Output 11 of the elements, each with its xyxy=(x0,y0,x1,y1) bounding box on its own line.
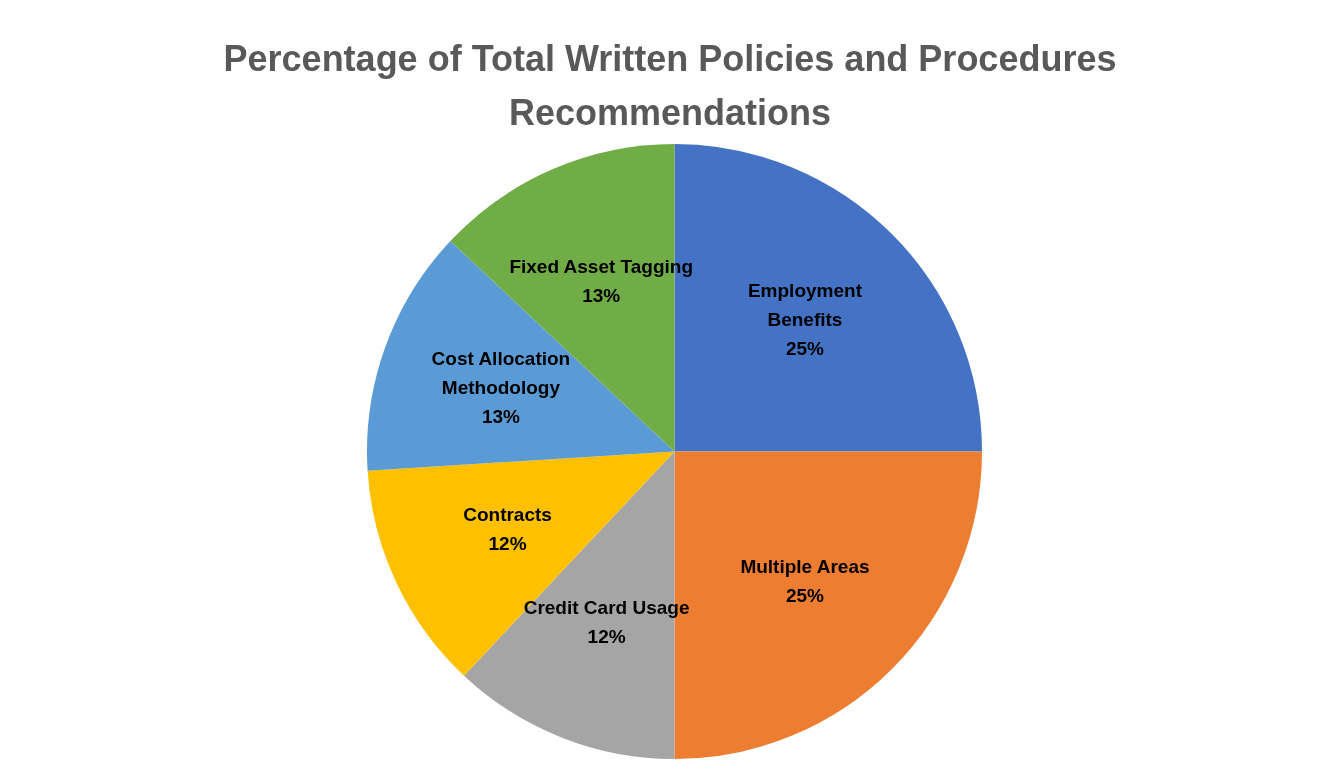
data-label: 12% xyxy=(587,625,626,647)
chart-title: Percentage of Total Written Policies and Procedures Recommendations xyxy=(222,37,1118,135)
slice-label: Employment Benefits xyxy=(747,280,863,331)
slice-label: Contracts xyxy=(463,503,552,525)
data-label: 13% xyxy=(481,406,521,428)
data-label: 25% xyxy=(785,338,825,360)
data-label: 13% xyxy=(582,284,621,306)
slice-label: Cost Allocation Methodology xyxy=(431,348,571,399)
slice-label: Multiple Areas xyxy=(740,555,870,577)
data-label: 12% xyxy=(488,532,527,554)
data-label: 25% xyxy=(785,584,825,606)
